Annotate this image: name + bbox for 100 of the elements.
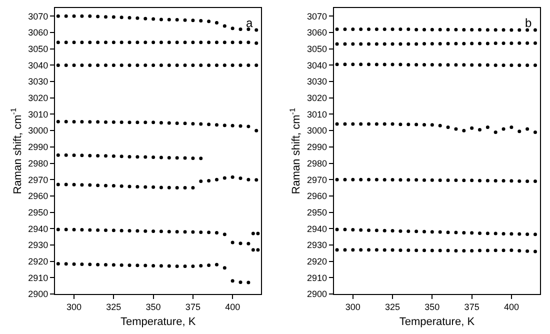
point bbox=[256, 232, 260, 236]
point bbox=[120, 154, 124, 158]
point bbox=[183, 18, 187, 22]
point bbox=[374, 228, 378, 232]
point bbox=[382, 42, 386, 46]
point bbox=[120, 263, 124, 267]
point bbox=[414, 248, 418, 252]
y-tick-label: 2940 bbox=[28, 224, 48, 234]
annotation: a bbox=[246, 16, 253, 30]
point bbox=[199, 19, 203, 22]
point bbox=[398, 62, 402, 66]
point bbox=[136, 16, 140, 20]
point bbox=[335, 62, 339, 66]
point bbox=[502, 63, 506, 67]
point bbox=[214, 230, 218, 234]
point bbox=[510, 63, 514, 67]
point bbox=[159, 18, 163, 22]
point bbox=[191, 63, 195, 67]
point bbox=[430, 62, 434, 66]
point bbox=[351, 42, 355, 46]
point bbox=[335, 228, 339, 232]
point bbox=[56, 14, 60, 18]
point bbox=[398, 28, 402, 31]
point bbox=[374, 28, 378, 31]
point bbox=[152, 155, 156, 159]
point bbox=[175, 40, 179, 44]
y-tick-label: 3030 bbox=[307, 76, 328, 87]
point bbox=[128, 154, 132, 158]
point bbox=[72, 40, 76, 44]
point bbox=[367, 248, 371, 252]
point bbox=[175, 18, 179, 22]
point bbox=[207, 63, 211, 67]
point bbox=[222, 63, 226, 67]
point bbox=[533, 130, 537, 134]
point bbox=[112, 40, 116, 44]
point bbox=[502, 42, 506, 46]
point bbox=[382, 228, 386, 232]
point bbox=[88, 228, 92, 232]
point bbox=[335, 178, 339, 182]
point bbox=[406, 178, 410, 182]
x-tick-label: 400 bbox=[504, 302, 519, 312]
point bbox=[191, 122, 195, 126]
point bbox=[254, 41, 258, 45]
point bbox=[56, 228, 60, 232]
point bbox=[438, 248, 442, 252]
point bbox=[152, 229, 156, 233]
point bbox=[446, 178, 450, 182]
point bbox=[510, 248, 514, 252]
point bbox=[64, 153, 68, 157]
point bbox=[144, 40, 148, 44]
point bbox=[494, 130, 498, 134]
point bbox=[486, 126, 490, 130]
point bbox=[136, 185, 140, 189]
point bbox=[80, 40, 84, 44]
point bbox=[96, 63, 100, 67]
point bbox=[438, 124, 442, 128]
point bbox=[175, 230, 179, 234]
y-tick-label: 2900 bbox=[307, 289, 328, 300]
point bbox=[446, 42, 450, 46]
point bbox=[167, 230, 171, 234]
point bbox=[430, 42, 434, 46]
point bbox=[351, 122, 355, 126]
point bbox=[246, 280, 250, 284]
point bbox=[462, 28, 466, 32]
point bbox=[230, 63, 234, 67]
point bbox=[136, 120, 140, 124]
point bbox=[351, 28, 355, 31]
point bbox=[72, 63, 76, 67]
point bbox=[238, 176, 242, 180]
point bbox=[80, 63, 84, 67]
point bbox=[343, 62, 347, 66]
point bbox=[359, 122, 363, 126]
point bbox=[112, 184, 116, 188]
y-tick-label: 2980 bbox=[307, 158, 328, 168]
point bbox=[502, 178, 506, 182]
point bbox=[136, 229, 140, 233]
point bbox=[367, 28, 371, 31]
point bbox=[486, 178, 490, 182]
point bbox=[175, 186, 179, 190]
point bbox=[462, 128, 466, 132]
point bbox=[199, 63, 203, 67]
point bbox=[128, 120, 132, 124]
point bbox=[64, 182, 68, 186]
point bbox=[183, 63, 187, 67]
point bbox=[88, 14, 92, 18]
point bbox=[422, 42, 426, 46]
point bbox=[454, 248, 458, 252]
point bbox=[374, 248, 378, 252]
point bbox=[359, 228, 363, 232]
y-tick-label: 3040 bbox=[307, 60, 328, 70]
point bbox=[359, 28, 363, 31]
point bbox=[175, 156, 179, 160]
point bbox=[175, 264, 179, 268]
point bbox=[120, 40, 124, 44]
point bbox=[343, 228, 347, 232]
point bbox=[478, 28, 482, 32]
point bbox=[199, 264, 203, 268]
point bbox=[104, 228, 108, 232]
point bbox=[222, 40, 226, 44]
x-tick-label: 300 bbox=[66, 302, 82, 312]
